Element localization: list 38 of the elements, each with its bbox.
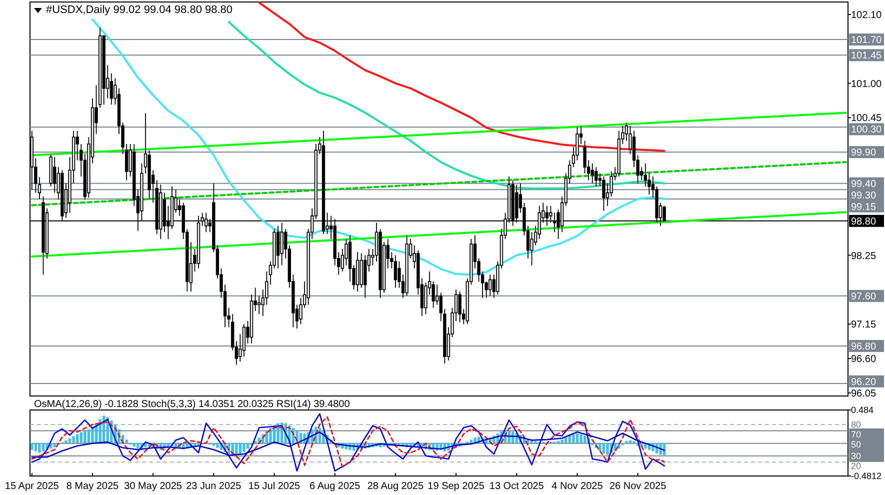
x-tick-label: 30 May 2025 [124, 481, 182, 492]
y-tick-label: 98.25 [851, 250, 876, 262]
x-tick-label: 15 Apr 2025 [4, 481, 60, 492]
ref-line-label: 96.20 [851, 376, 876, 388]
ref-line-label: 97.60 [851, 291, 876, 302]
ref-line-label: 101.45 [851, 50, 882, 62]
ref-line-label: 99.90 [851, 148, 876, 159]
ref-line-label: 50 [851, 440, 862, 450]
x-tick-label: 13 Oct 2025 [489, 481, 544, 492]
chart-title: #USDX,Daily 99.02 99.04 98.80 98.80 [46, 4, 233, 16]
y2-tick-label: -0.4812 [851, 471, 882, 482]
ref-line-label: 80 [851, 420, 862, 430]
y-tick-label: 101.00 [851, 78, 882, 90]
y-tick-label: 97.15 [851, 320, 876, 331]
ref-line-label: 30 [851, 451, 862, 462]
ref-line-label: 99.15 [851, 202, 876, 213]
x-tick-label: 28 Aug 2025 [367, 481, 424, 492]
ref-line-label: 96.80 [851, 341, 876, 352]
y-tick-label: 102.10 [851, 10, 882, 22]
ref-line-label: 70 [851, 430, 862, 440]
ref-line-label: 20 [851, 461, 862, 472]
ref-line-label: 99.40 [851, 178, 876, 190]
ref-line-label: 99.30 [851, 190, 876, 202]
x-tick-label: 15 Jul 2025 [248, 481, 301, 492]
y2-tick-label: 0.484 [851, 405, 874, 416]
x-tick-label: 8 May 2025 [66, 481, 120, 492]
ref-line-label: 100.30 [851, 124, 882, 136]
x-tick-label: 26 Nov 2025 [609, 481, 667, 492]
x-tick-label: 19 Sep 2025 [428, 481, 485, 492]
x-tick-label: 6 Aug 2025 [310, 481, 361, 492]
x-tick-label: 4 Nov 2025 [552, 481, 604, 492]
chart-title: OsMA(12,26,9) -0.1828 Stoch(5,3,3) 14.0351 20.0325 RSI(14) 39.4800 [34, 399, 350, 410]
y-tick-label: 96.05 [851, 388, 876, 400]
ref-line-label: 98.80 [851, 216, 876, 228]
ref-line-label: 101.70 [851, 35, 882, 46]
y-tick-label: 100.45 [851, 113, 882, 124]
x-tick-label: 23 Jun 2025 [186, 481, 242, 492]
y-tick-label: 96.60 [851, 354, 876, 365]
